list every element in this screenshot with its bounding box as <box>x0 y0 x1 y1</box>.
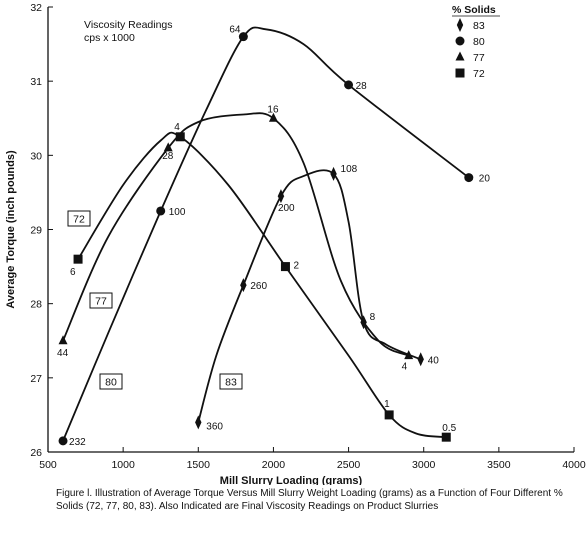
marker-series-77 <box>58 335 68 345</box>
viscosity-label: 40 <box>428 355 440 366</box>
legend-label-83: 83 <box>473 20 485 32</box>
viscosity-label: 260 <box>250 281 267 292</box>
curve-series-80 <box>62 26 470 442</box>
y-tick-label: 27 <box>30 373 42 385</box>
axes: 500 1000 1500 2000 2500 3000 3500 4000262728293… <box>5 2 586 485</box>
marker-series-77 <box>404 350 414 360</box>
marker-series-72 <box>441 432 451 442</box>
marker-series-80 <box>238 32 248 42</box>
viscosity-label: 4 <box>174 122 180 133</box>
marker-series-80 <box>464 173 474 183</box>
curve-series-83 <box>197 169 422 424</box>
marker-series-80 <box>58 436 68 446</box>
x-tick-label: 3500 <box>487 459 511 471</box>
y-tick-label: 26 <box>30 447 42 459</box>
y-tick-label: 31 <box>30 76 42 88</box>
legend-title: % Solids <box>452 4 496 16</box>
marker-series-83 <box>195 415 202 430</box>
viscosity-label: 0.5 <box>442 423 456 434</box>
x-tick-label: 500 <box>39 459 57 471</box>
marker-series-83 <box>360 315 367 330</box>
legend-marker-80 <box>455 36 465 46</box>
y-tick-label: 30 <box>30 150 42 162</box>
x-axis-title: Mill Slurry Loading (grams) <box>220 475 363 485</box>
legend-marker-77 <box>455 51 465 61</box>
marker-series-72 <box>384 410 394 420</box>
series-box-83 <box>219 373 243 390</box>
marker-series-80 <box>344 80 354 90</box>
x-tick-label: 3000 <box>412 459 436 471</box>
series-box-80 <box>99 373 123 390</box>
viscosity-label: 100 <box>169 207 186 218</box>
y-tick-label: 29 <box>30 225 42 237</box>
viscosity-label: 6 <box>70 267 76 278</box>
legend-label-72: 72 <box>473 68 485 80</box>
viscosity-label: 360 <box>206 421 223 432</box>
curve-series-77 <box>62 112 410 357</box>
legend-marker-83 <box>456 18 464 32</box>
viscosity-label: 2 <box>293 261 299 272</box>
marker-series-77 <box>163 142 173 152</box>
y-tick-label: 32 <box>30 2 42 14</box>
marker-series-83 <box>240 278 247 293</box>
series-box-label: 83 <box>225 377 237 389</box>
viscosity-label: 108 <box>341 164 358 175</box>
x-tick-label: 1500 <box>187 459 211 471</box>
marker-series-83 <box>330 166 337 181</box>
viscosity-label: 8 <box>370 312 376 323</box>
y-tick-label: 28 <box>30 299 42 311</box>
annotation-line-2: cps x 1000 <box>84 32 135 44</box>
marker-series-83 <box>417 352 424 367</box>
annotation-line-1: Viscosity Readings <box>84 19 173 31</box>
legend-label-77: 77 <box>473 52 485 64</box>
torque-chart: 500 1000 1500 2000 2500 3000 3500 4000262728293… <box>5 2 586 485</box>
marker-series-72 <box>73 254 83 264</box>
series-box-label: 80 <box>105 377 117 389</box>
viscosity-label: 44 <box>57 348 69 359</box>
x-tick-label: 2500 <box>337 459 361 471</box>
series-box-77 <box>89 292 113 309</box>
marker-series-80 <box>156 206 166 216</box>
marker-series-72 <box>280 262 290 272</box>
series-box-label: 72 <box>73 214 85 226</box>
viscosity-labels: 360260200108840232100642820442816464210.… <box>57 25 490 448</box>
marker-series-83 <box>277 189 285 204</box>
figure-caption: Figure l. Illustration of Average Torque… <box>56 488 563 512</box>
y-axis-title: Average Torque (inch pounds) <box>5 150 17 309</box>
x-tick-label: 4000 <box>562 459 586 471</box>
viscosity-label: 28 <box>356 81 368 92</box>
viscosity-label: 200 <box>278 203 295 214</box>
viscosity-label: 64 <box>229 25 241 36</box>
data-markers <box>58 32 474 446</box>
legend: % Solids 83 80 77 72 <box>452 4 500 80</box>
series-boxes: 72 77 80 83 <box>67 210 243 390</box>
viscosity-label: 232 <box>69 437 86 448</box>
marker-series-77 <box>268 112 278 122</box>
viscosity-label: 16 <box>267 104 279 115</box>
viscosity-label: 4 <box>402 362 408 373</box>
viscosity-label: 20 <box>479 174 491 185</box>
series-box-label: 77 <box>95 296 107 308</box>
curve-series-72 <box>77 131 448 439</box>
series-box-72 <box>67 210 91 227</box>
viscosity-label: 28 <box>162 151 174 162</box>
marker-series-72 <box>175 132 185 142</box>
legend-marker-72 <box>455 68 465 78</box>
viscosity-label: 1 <box>384 399 390 410</box>
x-tick-label: 1000 <box>111 459 135 471</box>
x-tick-label: 2000 <box>262 459 286 471</box>
legend-label-80: 80 <box>473 36 485 48</box>
series-curves <box>62 26 470 442</box>
